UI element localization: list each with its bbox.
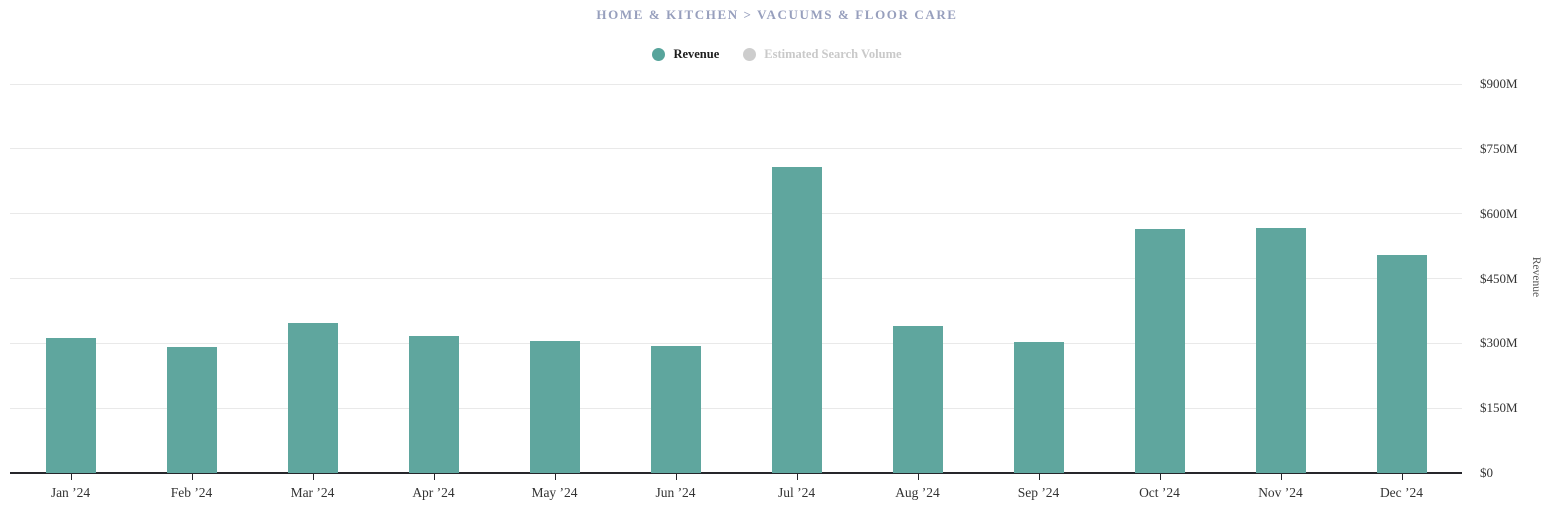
x-tick-label: Apr ’24 xyxy=(412,485,455,500)
x-tick-label: Feb ’24 xyxy=(170,485,213,500)
x-tick-label: Jan ’24 xyxy=(50,485,91,500)
bar-aug-24[interactable] xyxy=(892,325,943,473)
x-tick xyxy=(1038,474,1040,480)
x-tick-label: May ’24 xyxy=(531,485,578,500)
bar-may-24[interactable] xyxy=(529,341,580,473)
bar-sep-24[interactable] xyxy=(1013,342,1064,473)
bar-jun-24[interactable] xyxy=(650,345,701,473)
x-tick xyxy=(554,474,556,480)
bar-mar-24[interactable] xyxy=(287,323,338,473)
y-tick-label: $150M xyxy=(1480,400,1518,416)
gridline-900 xyxy=(10,83,1462,85)
x-tick-label: Jul ’24 xyxy=(777,485,816,500)
y-tick-label: $0 xyxy=(1480,465,1493,480)
bar-dec-24[interactable] xyxy=(1376,254,1427,473)
breadcrumb: HOME & KITCHEN > VACUUMS & FLOOR CARE xyxy=(596,7,958,22)
legend-item-revenue[interactable]: Revenue xyxy=(652,47,719,62)
x-tick-label: Sep ’24 xyxy=(1017,485,1060,500)
plot-area xyxy=(10,83,1462,480)
x-tick-label: Jun ’24 xyxy=(655,485,696,500)
bar-jan-24[interactable] xyxy=(45,337,96,473)
bar-jul-24[interactable] xyxy=(771,167,822,473)
x-tick xyxy=(191,474,193,480)
y-tick-label: $450M xyxy=(1480,270,1518,286)
x-tick xyxy=(70,474,72,480)
x-tick xyxy=(796,474,798,480)
bar-oct-24[interactable] xyxy=(1134,229,1185,473)
y-tick-label: $300M xyxy=(1480,335,1518,351)
bar-nov-24[interactable] xyxy=(1255,228,1306,473)
x-tick xyxy=(917,474,919,480)
legend: Revenue Estimated Search Volume xyxy=(0,47,1554,62)
x-tick xyxy=(433,474,435,480)
bar-apr-24[interactable] xyxy=(408,336,459,473)
y-axis-labels: $0 $150M $300M $450M $600M $750M $900M xyxy=(1480,76,1550,480)
legend-dot xyxy=(652,48,666,61)
y-axis-title: Revenue xyxy=(1530,256,1542,298)
gridline-600 xyxy=(10,213,1462,215)
y-tick-label: $900M xyxy=(1480,76,1518,91)
y-tick-label: $600M xyxy=(1480,205,1518,221)
bar-feb-24[interactable] xyxy=(166,346,217,473)
x-tick-label: Dec ’24 xyxy=(1379,485,1424,500)
x-tick xyxy=(675,474,677,480)
gridline-750 xyxy=(10,148,1462,150)
legend-item-estimated-search-volume[interactable]: Estimated Search Volume xyxy=(743,47,902,62)
legend-dot xyxy=(743,48,757,61)
gridline-300 xyxy=(10,342,1462,344)
x-axis-line xyxy=(10,472,1462,474)
gridline-150 xyxy=(10,407,1462,409)
x-tick-label: Nov ’24 xyxy=(1258,485,1303,500)
x-tick xyxy=(312,474,314,480)
x-tick xyxy=(1401,474,1403,480)
gridline-450 xyxy=(10,278,1462,279)
x-tick-label: Aug ’24 xyxy=(895,485,940,500)
x-tick-label: Mar ’24 xyxy=(290,485,335,500)
x-tick xyxy=(1159,474,1161,480)
x-tick xyxy=(1280,474,1282,480)
y-tick-label: $750M xyxy=(1480,140,1518,156)
legend-label: Revenue xyxy=(673,47,720,61)
x-tick-label: Oct ’24 xyxy=(1139,485,1180,500)
x-axis-labels: Jan ’24 Feb ’24 Mar ’24 Apr ’24 May ’24 Jun ’… xyxy=(10,481,1462,501)
legend-label: Estimated Search Volume xyxy=(764,47,902,61)
